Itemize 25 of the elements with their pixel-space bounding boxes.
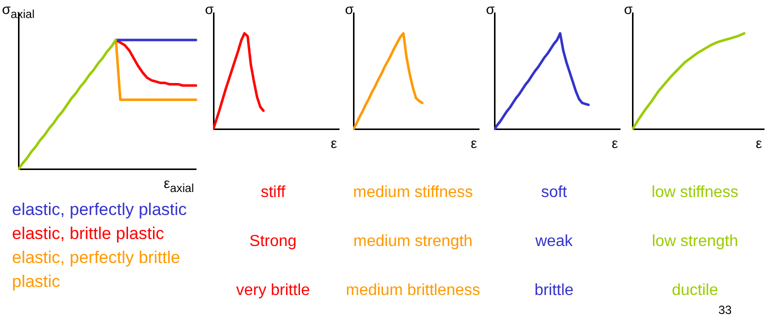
- text: very brittle: [235, 282, 311, 301]
- text: weak: [534, 233, 574, 252]
- text: 33: [717, 303, 733, 317]
- text: elastic, perfectly plastic: [12, 199, 188, 221]
- y-axis-title: σ: [345, 1, 354, 17]
- text: brittle: [533, 282, 575, 301]
- text: low strength: [650, 233, 740, 252]
- text: ductile: [672, 282, 718, 299]
- y-axis-title: σ: [486, 1, 495, 17]
- x-axis-title: ε$_{axial}$: [164, 175, 194, 195]
- y-axis-title: σ: [624, 1, 633, 17]
- text: medium stiffness: [352, 184, 474, 203]
- text: low stiffness: [650, 184, 740, 203]
- x-axis-title: ε: [756, 135, 762, 151]
- x-axis-title: ε: [330, 135, 337, 151]
- text: elastic, brittle plastic: [12, 223, 166, 245]
- text: soft: [540, 184, 568, 203]
- y-axis-title: σ: [205, 1, 214, 17]
- text: elastic, perfectly brittle plastic: [12, 247, 182, 293]
- x-axis-title: ε: [470, 135, 477, 151]
- text: Strong: [248, 233, 298, 252]
- text: medium brittleness: [344, 282, 482, 301]
- text: stiff: [260, 184, 286, 203]
- x-axis-title: ε: [612, 135, 618, 151]
- text: medium strength: [352, 233, 474, 252]
